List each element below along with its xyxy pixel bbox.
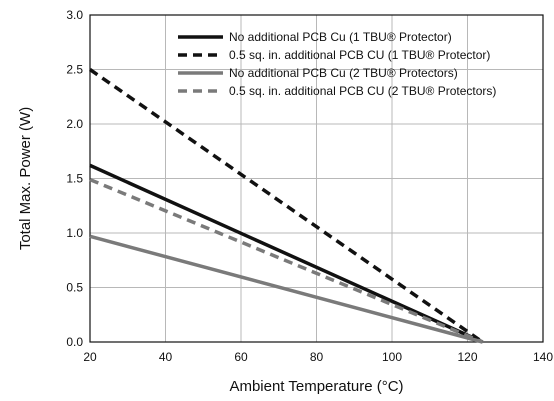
- y-tick-label: 1.0: [66, 226, 83, 240]
- series-line-4: [89, 177, 484, 344]
- series-lines: [89, 68, 484, 344]
- series-line-3: [89, 234, 484, 344]
- legend-label-1: No additional PCB Cu (1 TBU® Protector): [229, 30, 452, 44]
- y-tick-label: 3.0: [66, 8, 83, 22]
- plot-area-frame: [89, 14, 544, 343]
- legend-label-4: 0.5 sq. in. additional PCB CU (2 TBU® Pr…: [229, 84, 496, 98]
- x-tick-labels: 20 40 60 80 100 120 140: [83, 350, 553, 364]
- legend-label-3: No additional PCB Cu (2 TBU® Protectors): [229, 66, 458, 80]
- y-axis-label: Total Max. Power (W): [17, 107, 34, 250]
- series-line-2: [89, 68, 484, 344]
- x-tick-label: 120: [457, 350, 477, 364]
- y-tick-label: 2.0: [66, 117, 83, 131]
- y-tick-label: 0.5: [66, 281, 83, 295]
- x-tick-label: 140: [533, 350, 553, 364]
- series-line-1: [89, 163, 484, 344]
- x-tick-label: 40: [159, 350, 173, 364]
- x-axis-label: Ambient Temperature (°C): [229, 378, 403, 395]
- x-tick-label: 60: [234, 350, 248, 364]
- grid: [90, 15, 543, 342]
- y-tick-labels: 0.0 0.5 1.0 1.5 2.0 2.5 3.0: [66, 8, 83, 349]
- x-tick-label: 80: [310, 350, 324, 364]
- y-tick-label: 1.5: [66, 172, 83, 186]
- legend-label-2: 0.5 sq. in. additional PCB CU (1 TBU® Pr…: [229, 48, 490, 62]
- x-tick-label: 20: [83, 350, 97, 364]
- x-tick-label: 100: [382, 350, 402, 364]
- y-tick-label: 0.0: [66, 335, 83, 349]
- y-tick-label: 2.5: [66, 63, 83, 77]
- legend: No additional PCB Cu (1 TBU® Protector) 0…: [178, 30, 496, 98]
